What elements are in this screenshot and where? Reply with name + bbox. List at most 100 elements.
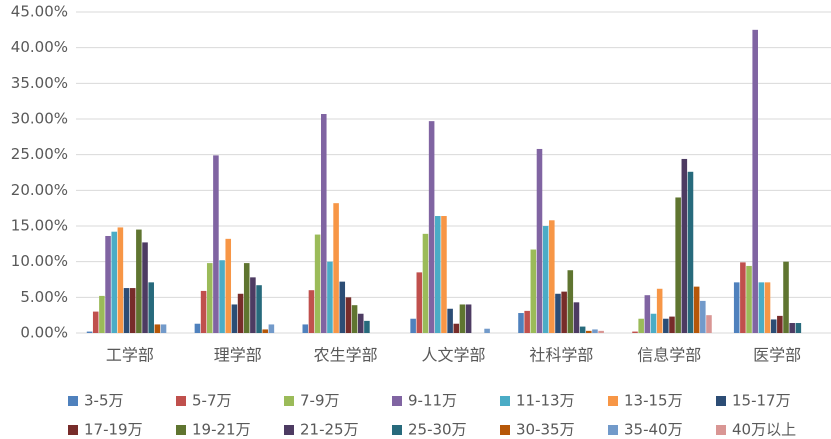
legend-swatch xyxy=(176,425,186,435)
bar xyxy=(92,311,99,333)
bar xyxy=(795,323,802,333)
bar xyxy=(351,305,358,333)
bar xyxy=(225,238,232,333)
bar xyxy=(746,265,752,333)
bar xyxy=(549,220,555,333)
bar xyxy=(459,304,466,333)
bar xyxy=(675,197,681,333)
bar xyxy=(663,318,669,333)
x-tick-label: 理学部 xyxy=(214,346,262,365)
bar xyxy=(142,242,148,333)
bar xyxy=(465,304,472,333)
legend-label: 3-5万 xyxy=(84,392,124,410)
bar xyxy=(524,310,530,333)
legend-swatch xyxy=(392,425,402,435)
y-tick-label: 10.00% xyxy=(11,252,68,270)
bar xyxy=(333,203,339,333)
legend-swatch xyxy=(392,396,402,406)
bar xyxy=(789,323,795,333)
legend-swatch xyxy=(716,425,726,435)
bar xyxy=(681,158,688,333)
bar xyxy=(123,288,130,333)
bar xyxy=(700,300,706,333)
legend-label: 25-30万 xyxy=(408,421,467,439)
bar xyxy=(764,282,771,333)
legend-swatch xyxy=(68,396,78,406)
legend-swatch xyxy=(500,396,510,406)
bar xyxy=(86,331,93,333)
legend-label: 40万以上 xyxy=(732,421,796,439)
bar xyxy=(148,282,154,333)
bar xyxy=(136,229,142,333)
bar xyxy=(706,315,712,333)
bar xyxy=(644,295,651,333)
bar xyxy=(200,290,207,333)
bar xyxy=(213,155,219,333)
bar xyxy=(758,282,765,333)
legend-label: 35-40万 xyxy=(624,421,683,439)
bar xyxy=(262,329,269,333)
bar xyxy=(243,263,250,333)
y-tick-label: 15.00% xyxy=(11,217,68,235)
bar xyxy=(339,281,346,333)
bar xyxy=(154,324,161,333)
bar xyxy=(268,324,275,333)
legend-label: 13-15万 xyxy=(624,392,683,410)
bar xyxy=(638,318,644,333)
x-tick-label: 人文学部 xyxy=(421,346,485,365)
bar xyxy=(308,290,315,333)
bar xyxy=(561,291,567,333)
legend-label: 11-13万 xyxy=(516,392,575,410)
bar xyxy=(428,121,435,333)
legend-label: 5-7万 xyxy=(192,392,232,410)
legend-swatch xyxy=(68,425,78,435)
bar xyxy=(669,316,675,333)
legend-swatch xyxy=(608,396,618,406)
bar xyxy=(783,261,789,333)
y-tick-label: 35.00% xyxy=(11,74,68,92)
legend-label: 9-11万 xyxy=(408,392,457,410)
bar xyxy=(410,318,416,333)
legend-swatch xyxy=(284,425,294,435)
legend-label: 15-17万 xyxy=(732,392,791,410)
bar xyxy=(422,233,429,333)
bar xyxy=(111,231,118,333)
bar xyxy=(518,313,524,333)
legend-label: 17-19万 xyxy=(84,421,143,439)
bar xyxy=(99,295,105,333)
bar xyxy=(542,226,549,333)
y-tick-label: 25.00% xyxy=(11,145,68,163)
bar xyxy=(416,272,423,333)
bar xyxy=(453,323,460,333)
legend-swatch xyxy=(500,425,510,435)
bar xyxy=(237,293,244,333)
bar xyxy=(231,304,238,333)
y-tick-label: 5.00% xyxy=(20,288,68,306)
bar xyxy=(592,329,598,333)
legend-label: 30-35万 xyxy=(516,421,575,439)
bar xyxy=(129,288,136,333)
bar xyxy=(117,227,124,333)
legend-swatch xyxy=(608,425,618,435)
bar xyxy=(320,114,327,333)
bar xyxy=(364,320,370,333)
bar xyxy=(598,330,604,333)
bar xyxy=(555,293,561,333)
bar xyxy=(327,261,333,333)
bar xyxy=(693,286,700,333)
x-tick-label: 信息学部 xyxy=(637,346,701,365)
bar xyxy=(484,328,490,333)
x-tick-label: 农生学部 xyxy=(314,346,378,365)
bar xyxy=(250,277,256,333)
bar xyxy=(256,285,262,333)
x-tick-label: 医学部 xyxy=(753,346,801,365)
bar xyxy=(579,326,586,333)
bar xyxy=(770,319,777,333)
bar xyxy=(632,331,638,333)
bar xyxy=(441,216,447,333)
bar xyxy=(194,323,201,333)
legend-label: 7-9万 xyxy=(300,392,340,410)
legend-label: 21-25万 xyxy=(300,421,359,439)
bar xyxy=(567,270,574,333)
